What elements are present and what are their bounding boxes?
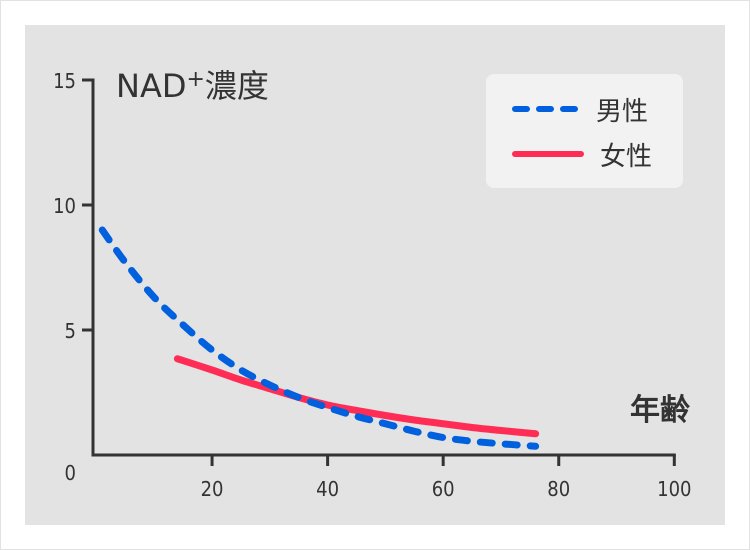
y-tick-label: 15	[53, 69, 76, 93]
x-tick-label: 60	[432, 477, 455, 501]
solid-line-swatch-icon	[512, 151, 584, 157]
y-tick-label: 0	[65, 461, 76, 485]
legend-label-female: 女性	[600, 141, 653, 172]
x-tick-label: 100	[657, 477, 691, 501]
legend-item-female: 女性	[512, 136, 652, 172]
x-tick-label: 20	[201, 477, 224, 501]
chart-title: NAD+濃度	[116, 67, 269, 105]
x-tick-label: 40	[316, 477, 339, 501]
axes: 0 5 10 15 20 40 60 80 100	[53, 69, 691, 501]
y-tick-label: 10	[53, 194, 76, 218]
dashed-line-swatch-icon	[512, 106, 580, 112]
legend-label-male: 男性	[596, 96, 649, 127]
legend: 男性 女性	[486, 74, 683, 188]
series-layer	[98, 226, 540, 450]
female-series-line	[173, 355, 540, 438]
x-axis-title: 年齢	[630, 393, 690, 428]
male-series-line	[98, 226, 540, 450]
x-tick-label: 80	[547, 477, 570, 501]
legend-item-male: 男性	[512, 91, 648, 127]
y-tick-label: 5	[65, 319, 76, 343]
